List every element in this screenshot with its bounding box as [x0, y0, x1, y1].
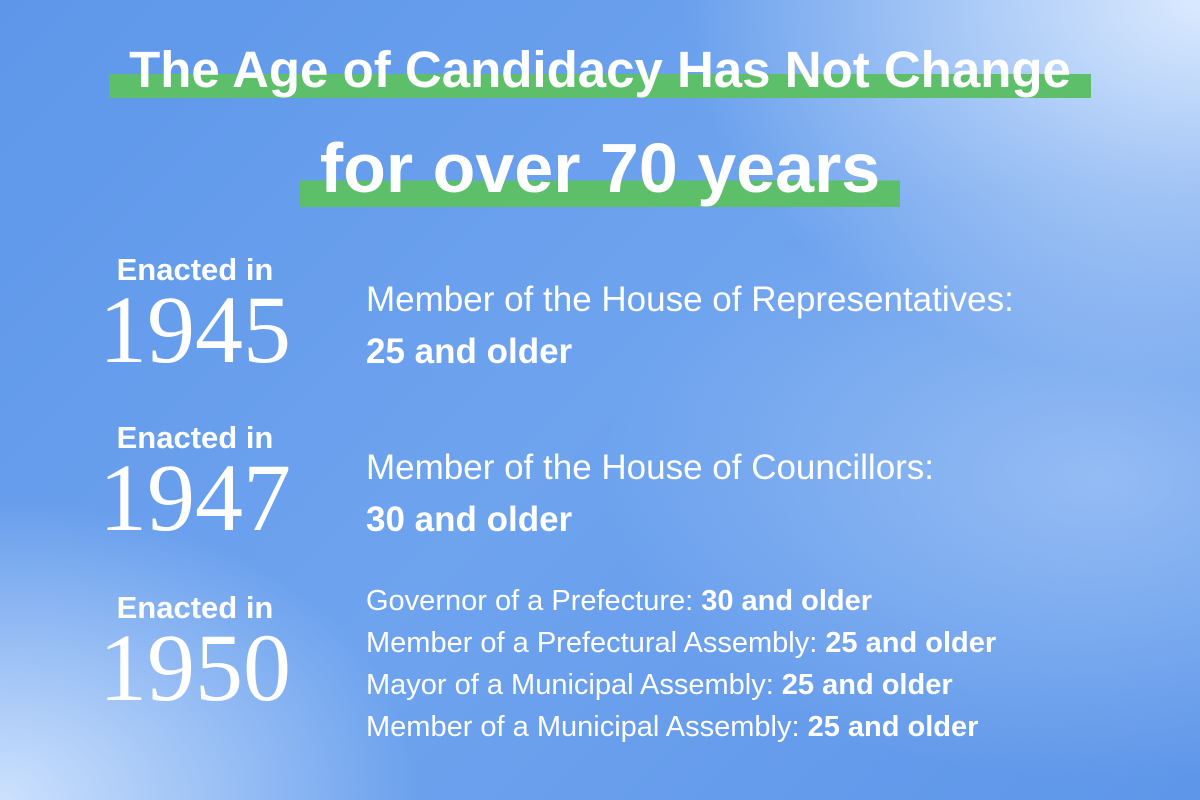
year: 1945 — [99, 276, 291, 383]
office: Member of a Prefectural Assembly: — [366, 627, 818, 659]
enacted: Enacted in 1947 — [75, 420, 315, 551]
office: Member of the House of Representatives: — [366, 280, 1014, 319]
office: Member of the House of Councillors: — [366, 448, 935, 487]
position-row: Member of a Prefectural Assembly: 25 and … — [366, 622, 996, 664]
position-row: Member of a Municipal Assembly: 25 and ol… — [366, 706, 996, 748]
position-row: Member of the House of Councillors: 30 an… — [366, 442, 934, 546]
office: Governor of a Prefecture: — [366, 585, 694, 617]
age-requirement: 25 and older — [825, 627, 997, 659]
position-row: Governor of a Prefecture: 30 and older — [366, 580, 996, 622]
age-requirement: 25 and older — [366, 332, 573, 371]
age-requirement: 30 and older — [701, 585, 873, 617]
title-text: for over 70 years — [299, 129, 901, 207]
positions: Member of the House of Councillors: 30 an… — [366, 442, 934, 546]
enacted-label: Enacted in — [116, 590, 274, 625]
position-row: Mayor of a Municipal Assembly: 25 and old… — [366, 664, 996, 706]
year: 1950 — [99, 614, 291, 721]
enacted: Enacted in 1950 — [75, 590, 315, 721]
title-line: The Age of Candidacy Has Not Change — [0, 40, 1200, 99]
age-requirement: 25 and older — [807, 711, 979, 743]
office: Mayor of a Municipal Assembly: — [366, 669, 774, 701]
enacted-label: Enacted in — [116, 252, 274, 287]
enacted-label: Enacted in — [116, 420, 274, 455]
age-requirement: 30 and older — [366, 500, 573, 539]
positions: Governor of a Prefecture: 30 and older Mem… — [366, 580, 996, 748]
positions: Member of the House of Representatives: 2… — [366, 274, 1014, 378]
enacted: Enacted in 1945 — [75, 252, 315, 383]
office: Member of a Municipal Assembly: — [366, 711, 800, 743]
title-line: for over 70 years — [0, 128, 1200, 208]
position-row: Member of the House of Representatives: 2… — [366, 274, 1014, 378]
age-requirement: 25 and older — [781, 669, 953, 701]
title-text: The Age of Candidacy Has Not Change — [109, 41, 1091, 98]
year: 1947 — [99, 444, 291, 551]
